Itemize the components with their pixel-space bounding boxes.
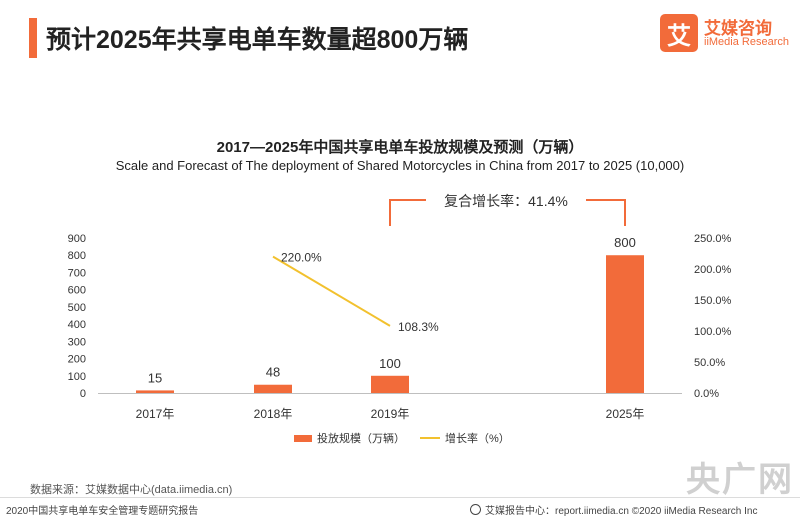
growth-rate-label: 220.0% (281, 251, 322, 265)
logo-cn-text: 艾媒咨询 (704, 19, 772, 38)
x-axis-tick-label: 2017年 (136, 407, 175, 421)
bar-value-label: 100 (379, 356, 401, 371)
bar-value-label: 48 (266, 365, 280, 380)
right-axis-tick-label: 100.0% (694, 326, 732, 338)
bar-1 (136, 390, 174, 393)
left-axis-tick-label: 800 (68, 250, 86, 262)
page-title: 预计2025年共享电单车数量超800万辆 (46, 26, 469, 54)
watermark: 央广网 (686, 461, 794, 499)
left-axis-tick-label: 200 (68, 354, 86, 366)
legend-line-swatch (420, 437, 440, 439)
left-axis-tick-label: 600 (68, 285, 86, 297)
right-axis-tick-label: 200.0% (694, 264, 732, 276)
bar-2 (254, 384, 292, 393)
right-axis-tick-label: 150.0% (694, 295, 732, 307)
right-axis-tick-label: 250.0% (694, 233, 732, 245)
legend-item-line: 增长率（%） (420, 430, 510, 446)
x-axis-tick-labels: 2017年 2018年 2019年 2025年 (136, 407, 645, 421)
legend-line-label: 增长率（%） (445, 433, 510, 445)
title-accent-bar (29, 18, 37, 58)
chart-title: 2017—2025年中国共享电单车投放规模及预测（万辆） (216, 139, 584, 156)
cagr-annotation: 复合增长率：41.4% (426, 191, 586, 211)
left-axis-ticks: 0 100 200 300 400 500 600 700 800 900 (68, 233, 86, 400)
iimedia-logo: 艾 艾媒咨询 iiMedia Research (660, 12, 790, 60)
bar-value-labels: 15 48 100 800 (148, 235, 636, 385)
bar-series (136, 255, 644, 393)
legend-bar-label: 投放规模（万辆） (317, 433, 405, 445)
x-axis-tick-label: 2019年 (371, 407, 410, 421)
right-axis-tick-label: 0.0% (694, 388, 719, 400)
logo-mark-icon: 艾 (660, 14, 698, 52)
logo-en-text: iiMedia Research (704, 36, 789, 48)
bar-4 (606, 255, 644, 393)
right-axis-ticks: 0.0% 50.0% 100.0% 150.0% 200.0% 250.0% (694, 233, 732, 400)
growth-rate-label: 108.3% (398, 320, 439, 334)
left-axis-tick-label: 500 (68, 302, 86, 314)
bar-3 (371, 375, 409, 393)
bar-value-label: 15 (148, 370, 162, 385)
legend-item-bar: 投放规模（万辆） (294, 430, 405, 446)
copyright-icon (470, 504, 481, 515)
header: 预计2025年共享电单车数量超800万辆 艾 艾媒咨询 iiMedia Rese… (0, 0, 800, 70)
legend-bar-swatch (294, 434, 312, 442)
left-axis-tick-label: 700 (68, 267, 86, 279)
right-axis-tick-label: 50.0% (694, 357, 725, 369)
data-source: 数据来源：艾媒数据中心(data.iimedia.cn) (30, 484, 233, 496)
left-axis-tick-label: 300 (68, 336, 86, 348)
left-axis-tick-label: 0 (80, 388, 86, 400)
left-axis-tick-label: 100 (68, 371, 86, 383)
growth-line-series: 220.0% 108.3% (272, 251, 439, 334)
footer-divider (0, 497, 800, 498)
chart-legend: 投放规模（万辆） 增长率（%） (0, 430, 800, 448)
bar-value-label: 800 (614, 235, 636, 250)
left-axis-tick-label: 400 (68, 319, 86, 331)
x-axis-tick-label: 2018年 (254, 407, 293, 421)
x-axis-tick-label: 2025年 (606, 407, 645, 421)
left-axis-tick-label: 900 (68, 233, 86, 245)
chart-subtitle: Scale and Forecast of The deployment of … (115, 158, 685, 173)
growth-line-path (272, 255, 391, 327)
footer-credit-text: 艾媒报告中心：report.iimedia.cn ©2020 iiMedia R… (485, 506, 758, 517)
footer-report-name: 2020中国共享电单车安全管理专题研究报告 (6, 506, 199, 517)
